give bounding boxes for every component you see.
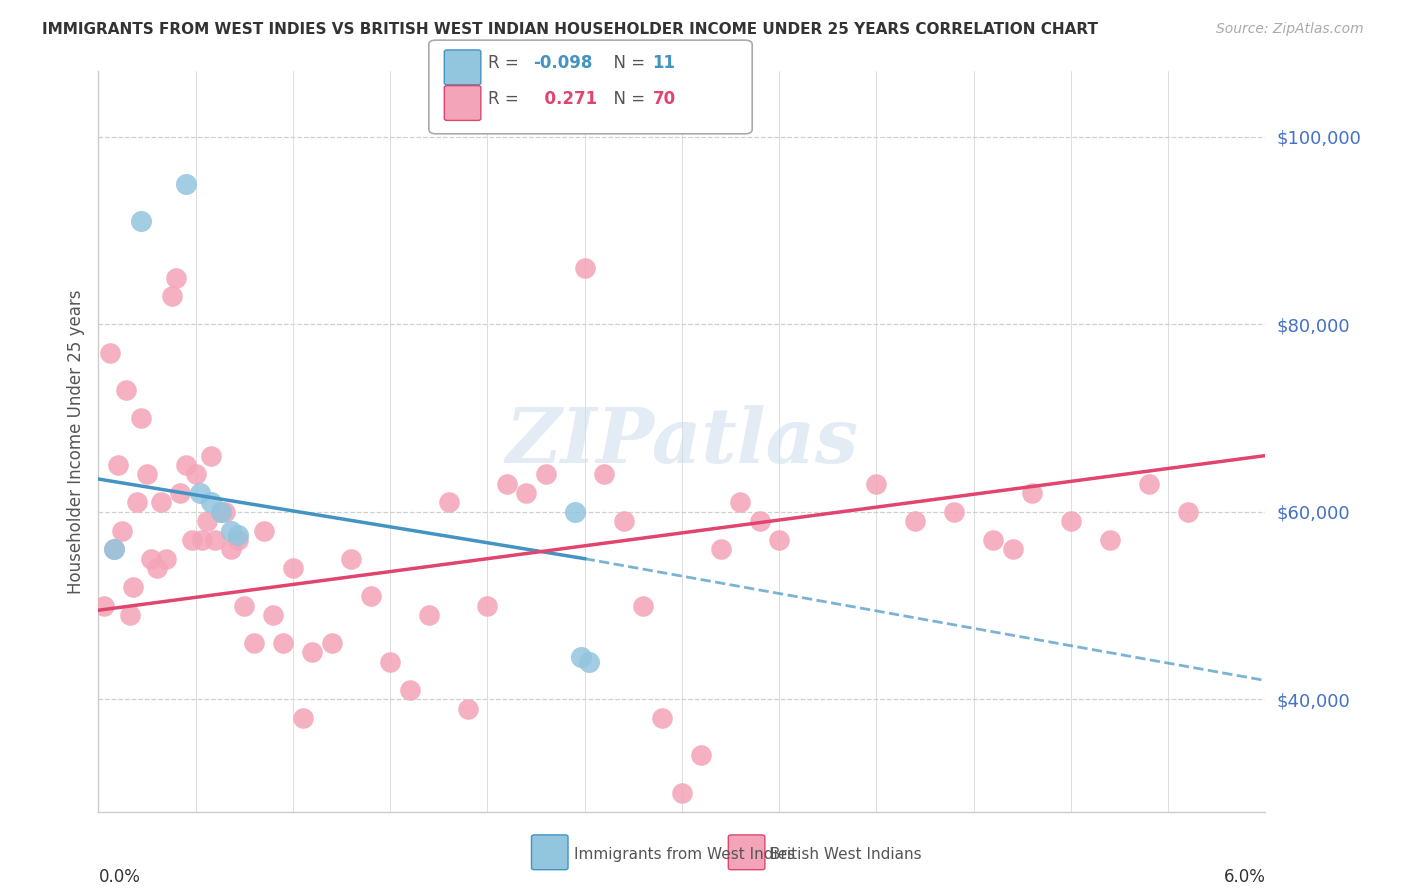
Point [1060,514,1083,528]
Point [291,711,314,725]
Text: -0.098: -0.098 [533,54,592,72]
Point [515,486,537,500]
Point [184,467,207,482]
Point [281,561,304,575]
Point [1177,505,1199,519]
Point [301,645,323,659]
Point [174,458,197,472]
Text: Immigrants from West Indies: Immigrants from West Indies [574,847,794,862]
Point [228,533,250,547]
Point [93,599,115,613]
Point [651,711,673,725]
Point [457,701,479,715]
Point [233,599,256,613]
Text: N =: N = [603,89,651,108]
Point [107,458,129,472]
Point [569,650,592,665]
Point [146,561,169,575]
Point [730,495,752,509]
Text: N =: N = [603,54,651,72]
Point [534,467,557,482]
Text: 0.0%: 0.0% [98,868,141,886]
Text: British West Indians: British West Indians [770,847,922,862]
Point [136,467,159,482]
Text: ZIPatlas: ZIPatlas [505,405,859,478]
Point [204,533,226,547]
Point [981,533,1004,547]
Point [219,524,242,538]
Point [200,449,222,463]
Point [149,495,172,509]
Point [564,505,586,519]
Point [174,177,197,191]
Point [1098,533,1121,547]
Point [340,551,363,566]
Text: 70: 70 [652,89,675,108]
Point [139,551,162,566]
Point [129,411,152,425]
Point [321,636,343,650]
Point [748,514,770,528]
Point [162,289,184,303]
Point [865,476,887,491]
Point [209,505,232,519]
Point [180,533,202,547]
Point [380,655,402,669]
Point [593,467,616,482]
Point [690,748,713,763]
Point [671,786,693,800]
Point [418,607,440,622]
Point [214,505,236,519]
Text: 0.271: 0.271 [533,89,598,108]
Point [1021,486,1043,500]
Point [103,542,125,557]
Text: R =: R = [488,89,524,108]
Point [129,214,152,228]
Text: IMMIGRANTS FROM WEST INDIES VS BRITISH WEST INDIAN HOUSEHOLDER INCOME UNDER 25 Y: IMMIGRANTS FROM WEST INDIES VS BRITISH W… [42,22,1098,37]
Point [165,270,187,285]
Point [103,542,125,557]
Point [155,551,177,566]
Point [98,345,121,359]
Text: Source: ZipAtlas.com: Source: ZipAtlas.com [1216,22,1364,37]
Point [243,636,266,650]
Point [477,599,499,613]
Point [169,486,191,500]
Point [768,533,790,547]
Text: R =: R = [488,54,524,72]
Point [200,495,222,509]
Point [253,524,276,538]
Point [188,486,211,500]
Point [122,580,145,594]
Point [262,607,284,622]
Point [574,261,596,276]
Point [398,682,420,697]
Point [613,514,636,528]
Point [943,505,966,519]
Point [219,542,242,557]
Text: 6.0%: 6.0% [1223,868,1265,886]
Text: 11: 11 [652,54,675,72]
Point [710,542,733,557]
Y-axis label: Householder Income Under 25 years: Householder Income Under 25 years [66,289,84,594]
Point [271,636,294,650]
Point [1001,542,1024,557]
Point [209,505,232,519]
Point [1137,476,1160,491]
Point [228,528,250,542]
Point [496,476,519,491]
Point [437,495,460,509]
Point [118,607,141,622]
Point [631,599,654,613]
Point [195,514,218,528]
Point [360,589,382,603]
Point [127,495,149,509]
Point [190,533,212,547]
Point [578,655,600,669]
Point [111,524,134,538]
Point [114,383,136,397]
Point [904,514,927,528]
